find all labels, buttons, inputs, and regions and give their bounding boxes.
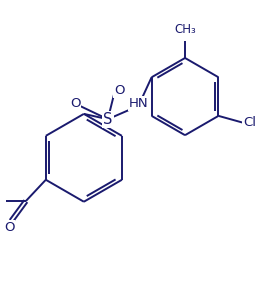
Text: S: S [103, 112, 112, 127]
Text: CH₃: CH₃ [174, 23, 196, 36]
Text: HN: HN [129, 97, 148, 110]
Text: O: O [114, 84, 124, 97]
Text: O: O [70, 97, 80, 110]
Text: O: O [4, 221, 14, 234]
Text: Cl: Cl [243, 116, 256, 129]
